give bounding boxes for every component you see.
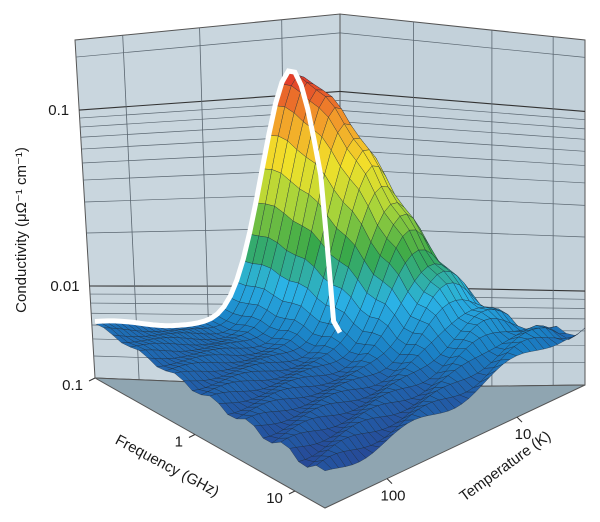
surface-cell [315,460,333,471]
tick-labels: 0.01 0.1 0.1 1 10 10 100 [48,102,531,507]
grid-line-z [339,32,586,58]
grid-line-z [339,149,586,166]
x-tick-mark [188,434,196,438]
grid-line-z [339,121,586,140]
grid-line-z [339,90,586,113]
y-tick-label: 10 [515,426,532,443]
z-tick-label: 0.01 [50,278,79,295]
surface-edge-highlight [94,68,343,334]
surface-mesh [94,68,586,471]
grid-line-z [339,110,586,130]
grid-line-z [339,134,586,152]
z-tick-label: 0.1 [48,102,69,119]
x-tick-label: 10 [266,490,283,507]
y-tick-label: 100 [381,488,406,505]
x-tick-label: 0.1 [62,377,83,394]
grid-line-z [75,32,341,58]
x-axis-label: Frequency (GHz) [112,432,222,501]
x-tick-mark [88,377,96,382]
grid-line-z [339,100,586,121]
y-tick-mark [386,478,393,485]
x-tick-mark [288,490,296,495]
x-tick-label: 1 [175,433,183,450]
y-tick-mark [516,416,523,423]
z-axis-label: Conductivity (μΩ⁻¹ cm⁻¹) [13,147,30,313]
